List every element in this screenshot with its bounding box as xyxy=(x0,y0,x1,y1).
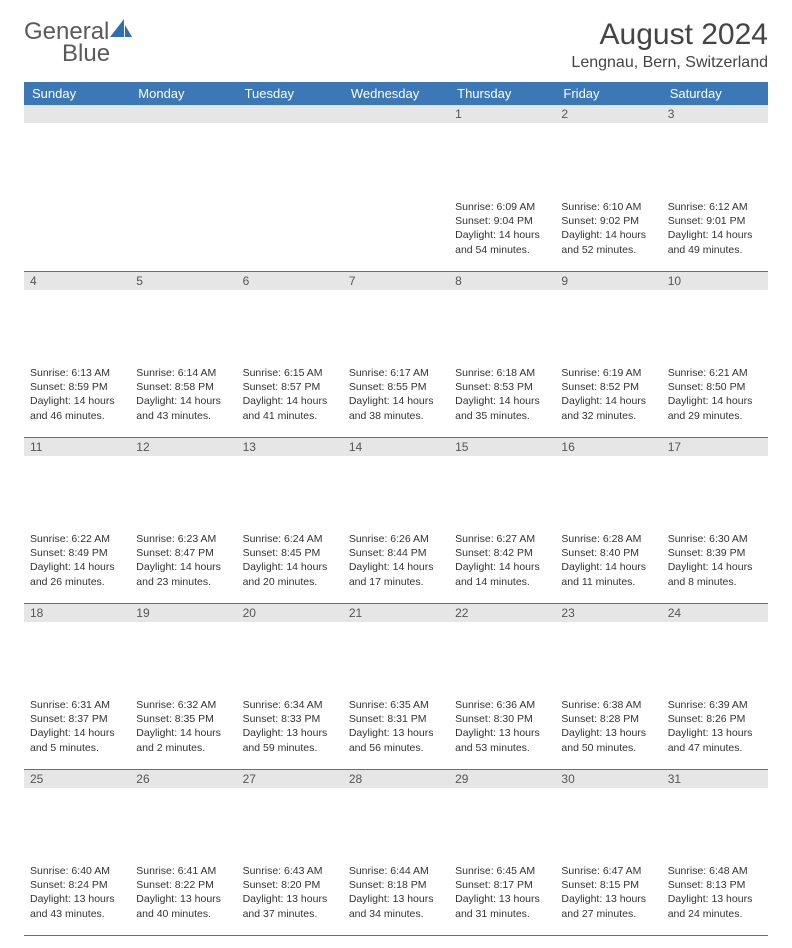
day-cell: Sunrise: 6:22 AMSunset: 8:49 PMDaylight:… xyxy=(24,529,130,593)
day-number: 17 xyxy=(662,438,768,456)
sail-icon xyxy=(110,18,132,46)
day-cell: Sunrise: 6:30 AMSunset: 8:39 PMDaylight:… xyxy=(662,529,768,593)
day-cell: Sunrise: 6:34 AMSunset: 8:33 PMDaylight:… xyxy=(237,695,343,759)
day-cell: Sunrise: 6:47 AMSunset: 8:15 PMDaylight:… xyxy=(555,861,661,925)
day-number: 2 xyxy=(555,105,661,123)
day-number: 31 xyxy=(662,770,768,788)
day-number: 5 xyxy=(130,272,236,290)
day-number: 29 xyxy=(449,770,555,788)
day-number: 14 xyxy=(343,438,449,456)
day-cell: Sunrise: 6:10 AMSunset: 9:02 PMDaylight:… xyxy=(555,197,661,261)
day-number xyxy=(237,105,343,123)
day-cell: Sunrise: 6:18 AMSunset: 8:53 PMDaylight:… xyxy=(449,363,555,427)
day-cell: Sunrise: 6:09 AMSunset: 9:04 PMDaylight:… xyxy=(449,197,555,261)
day-number: 18 xyxy=(24,604,130,622)
day-cell xyxy=(237,197,343,204)
day-number: 9 xyxy=(555,272,661,290)
day-number: 1 xyxy=(449,105,555,123)
day-cell: Sunrise: 6:40 AMSunset: 8:24 PMDaylight:… xyxy=(24,861,130,925)
day-cell: Sunrise: 6:31 AMSunset: 8:37 PMDaylight:… xyxy=(24,695,130,759)
brand-text-2: Blue xyxy=(62,40,110,68)
day-number: 6 xyxy=(237,272,343,290)
weekday-header: Tuesday xyxy=(237,82,343,105)
day-number xyxy=(343,105,449,123)
day-cell: Sunrise: 6:21 AMSunset: 8:50 PMDaylight:… xyxy=(662,363,768,427)
weekday-header: Wednesday xyxy=(343,82,449,105)
day-number: 16 xyxy=(555,438,661,456)
brand-logo: GeneralBlue xyxy=(24,18,144,68)
day-cell: Sunrise: 6:19 AMSunset: 8:52 PMDaylight:… xyxy=(555,363,661,427)
day-number: 8 xyxy=(449,272,555,290)
weekday-header: Sunday xyxy=(24,82,130,105)
day-cell: Sunrise: 6:28 AMSunset: 8:40 PMDaylight:… xyxy=(555,529,661,593)
day-cell xyxy=(343,197,449,204)
day-number: 11 xyxy=(24,438,130,456)
weekday-header: Monday xyxy=(130,82,236,105)
day-number: 24 xyxy=(662,604,768,622)
day-number: 7 xyxy=(343,272,449,290)
day-number xyxy=(24,105,130,123)
day-number xyxy=(130,105,236,123)
header: GeneralBlue August 2024 Lengnau, Bern, S… xyxy=(24,18,768,72)
day-cell: Sunrise: 6:32 AMSunset: 8:35 PMDaylight:… xyxy=(130,695,236,759)
weekday-header: Friday xyxy=(555,82,661,105)
weekday-header: Thursday xyxy=(449,82,555,105)
day-cell: Sunrise: 6:41 AMSunset: 8:22 PMDaylight:… xyxy=(130,861,236,925)
day-cell: Sunrise: 6:48 AMSunset: 8:13 PMDaylight:… xyxy=(662,861,768,925)
day-number: 10 xyxy=(662,272,768,290)
day-number: 15 xyxy=(449,438,555,456)
day-number: 20 xyxy=(237,604,343,622)
day-cell: Sunrise: 6:44 AMSunset: 8:18 PMDaylight:… xyxy=(343,861,449,925)
month-title: August 2024 xyxy=(571,18,768,52)
day-cell: Sunrise: 6:14 AMSunset: 8:58 PMDaylight:… xyxy=(130,363,236,427)
day-cell: Sunrise: 6:12 AMSunset: 9:01 PMDaylight:… xyxy=(662,197,768,261)
day-cell xyxy=(24,197,130,204)
day-number: 30 xyxy=(555,770,661,788)
day-number: 25 xyxy=(24,770,130,788)
day-cell: Sunrise: 6:43 AMSunset: 8:20 PMDaylight:… xyxy=(237,861,343,925)
day-cell: Sunrise: 6:45 AMSunset: 8:17 PMDaylight:… xyxy=(449,861,555,925)
day-cell xyxy=(130,197,236,204)
weekday-header-row: SundayMondayTuesdayWednesdayThursdayFrid… xyxy=(24,82,768,105)
day-number: 23 xyxy=(555,604,661,622)
day-cell: Sunrise: 6:15 AMSunset: 8:57 PMDaylight:… xyxy=(237,363,343,427)
day-cell: Sunrise: 6:13 AMSunset: 8:59 PMDaylight:… xyxy=(24,363,130,427)
day-cell: Sunrise: 6:24 AMSunset: 8:45 PMDaylight:… xyxy=(237,529,343,593)
day-number: 4 xyxy=(24,272,130,290)
day-cell: Sunrise: 6:38 AMSunset: 8:28 PMDaylight:… xyxy=(555,695,661,759)
day-cell: Sunrise: 6:23 AMSunset: 8:47 PMDaylight:… xyxy=(130,529,236,593)
day-cell: Sunrise: 6:27 AMSunset: 8:42 PMDaylight:… xyxy=(449,529,555,593)
day-number: 13 xyxy=(237,438,343,456)
day-number: 26 xyxy=(130,770,236,788)
day-number: 21 xyxy=(343,604,449,622)
day-number: 27 xyxy=(237,770,343,788)
day-number: 3 xyxy=(662,105,768,123)
day-cell: Sunrise: 6:39 AMSunset: 8:26 PMDaylight:… xyxy=(662,695,768,759)
day-cell: Sunrise: 6:26 AMSunset: 8:44 PMDaylight:… xyxy=(343,529,449,593)
day-cell: Sunrise: 6:36 AMSunset: 8:30 PMDaylight:… xyxy=(449,695,555,759)
day-number: 19 xyxy=(130,604,236,622)
calendar-table: SundayMondayTuesdayWednesdayThursdayFrid… xyxy=(24,82,768,936)
day-number: 12 xyxy=(130,438,236,456)
day-number: 22 xyxy=(449,604,555,622)
day-cell: Sunrise: 6:35 AMSunset: 8:31 PMDaylight:… xyxy=(343,695,449,759)
day-cell: Sunrise: 6:17 AMSunset: 8:55 PMDaylight:… xyxy=(343,363,449,427)
weekday-header: Saturday xyxy=(662,82,768,105)
location: Lengnau, Bern, Switzerland xyxy=(571,54,768,72)
day-number: 28 xyxy=(343,770,449,788)
